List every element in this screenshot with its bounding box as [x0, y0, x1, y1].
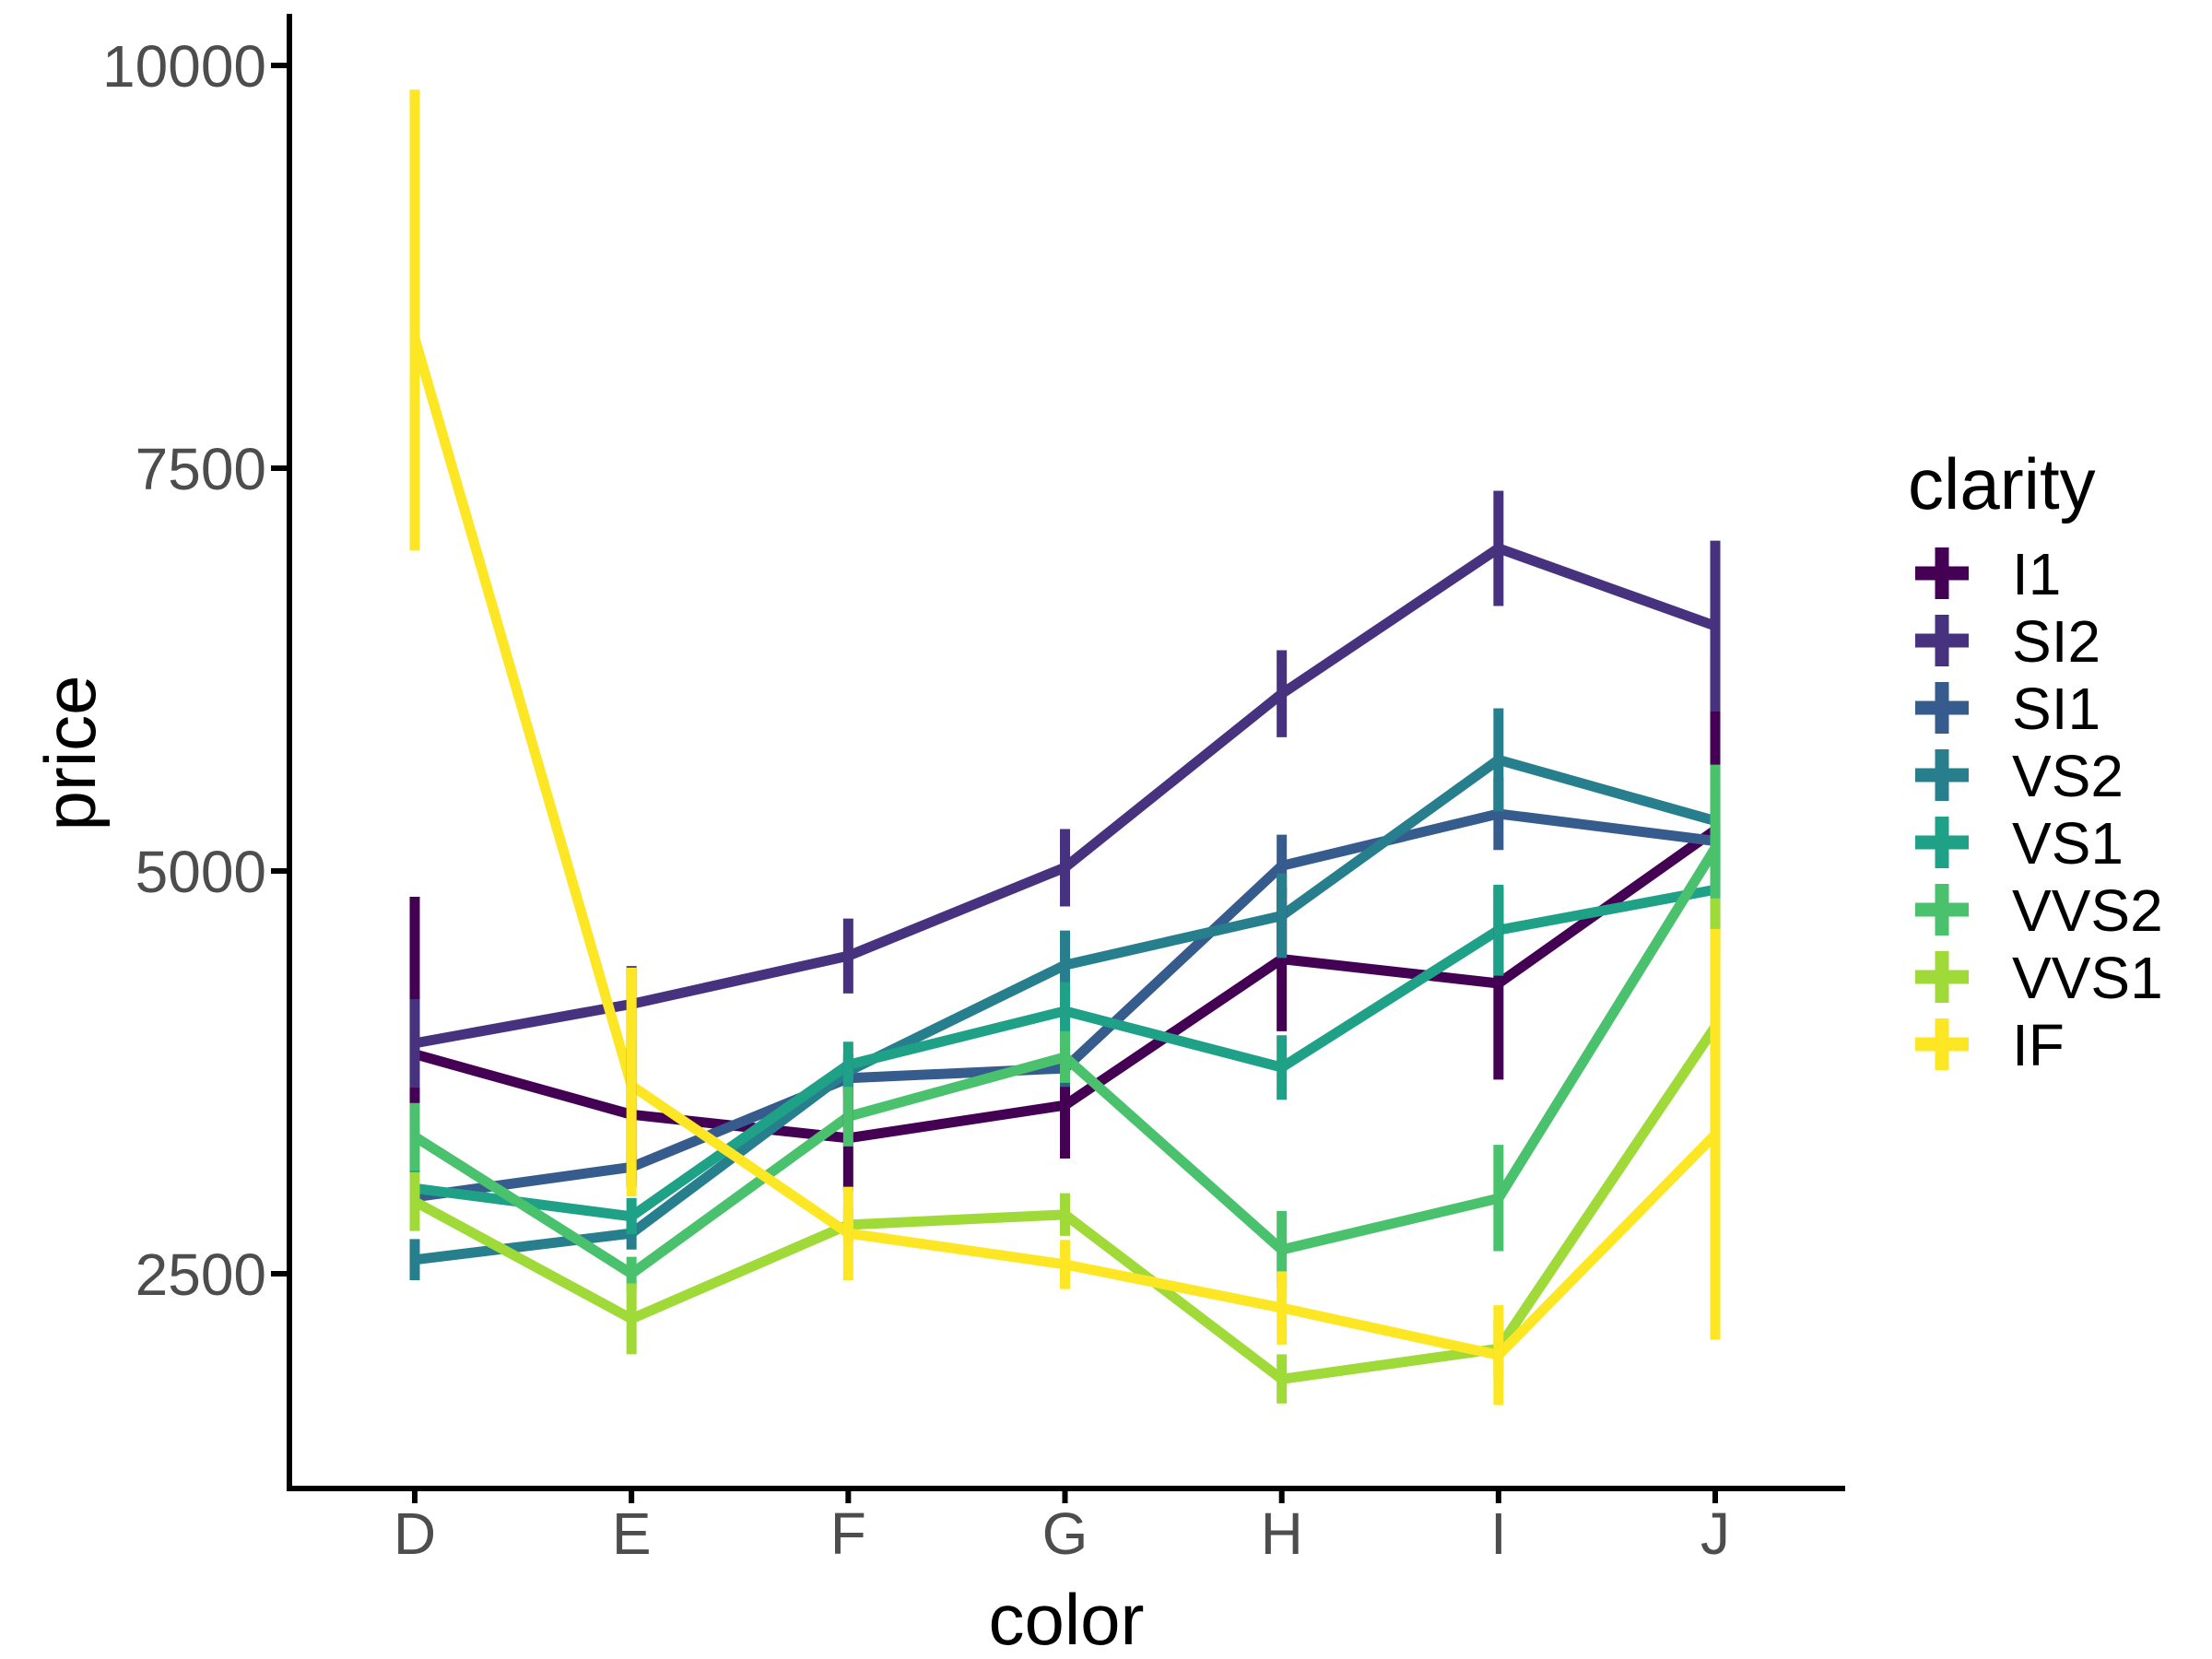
y-axis-title: price [29, 675, 111, 830]
legend-item-label-SI2: SI2 [2012, 608, 2100, 675]
x-tick-label-H: H [1261, 1500, 1303, 1567]
legend-item-label-VS1: VS1 [2012, 810, 2124, 877]
legend-item-label-I1: I1 [2012, 541, 2061, 607]
x-tick-label-D: D [394, 1500, 436, 1567]
x-tick-label-E: E [612, 1500, 652, 1567]
legend-item-label-IF: IF [2012, 1012, 2065, 1078]
legend-item-label-VS2: VS2 [2012, 743, 2124, 809]
x-tick-label-I: I [1490, 1500, 1507, 1567]
x-tick-label-J: J [1700, 1500, 1730, 1567]
y-tick-label-5000: 5000 [135, 839, 266, 905]
legend-item-label-VVS1: VVS1 [2012, 945, 2163, 1011]
legend-item-label-VVS2: VVS2 [2012, 877, 2163, 944]
x-axis-title: color [988, 1579, 1144, 1659]
x-tick-label-G: G [1042, 1500, 1088, 1567]
legend-title: clarity [1908, 443, 2096, 524]
legend-item-label-SI1: SI1 [2012, 676, 2100, 742]
y-tick-label-2500: 2500 [135, 1241, 266, 1308]
y-tick-label-7500: 7500 [135, 436, 266, 502]
x-tick-label-F: F [830, 1500, 866, 1567]
y-tick-label-10000: 10000 [102, 33, 266, 100]
